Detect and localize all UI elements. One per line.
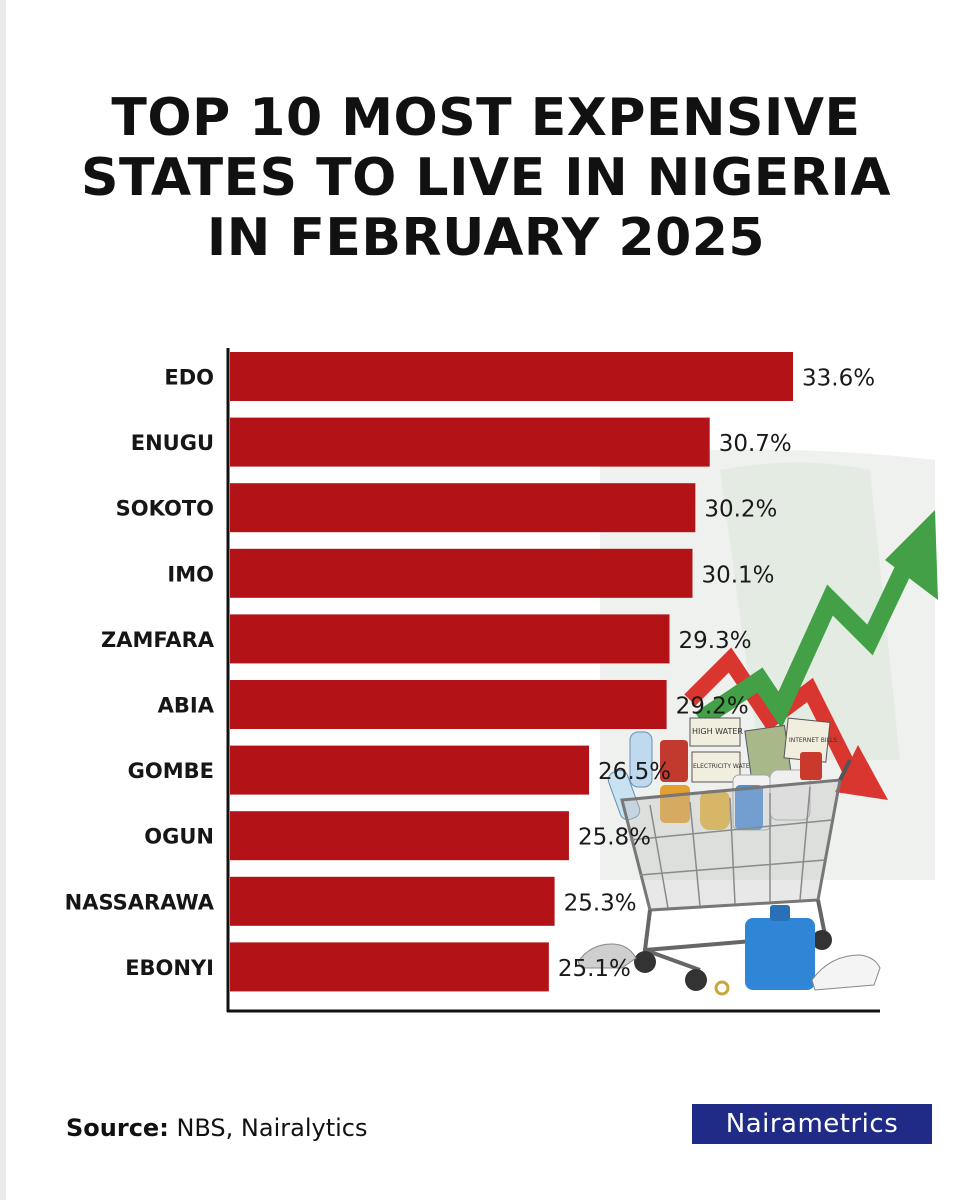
category-label: ENUGU (131, 431, 214, 455)
blue-container (735, 785, 763, 830)
value-label: 25.8% (578, 825, 651, 851)
pineapple (700, 790, 730, 830)
cart-mesh (629, 786, 833, 909)
bill-sign-internet-text: INTERNET BILLS (789, 737, 837, 744)
value-label: 30.1% (701, 562, 774, 588)
bar-zamfara (230, 614, 670, 664)
bar-enugu (230, 417, 710, 467)
water-bottle-2 (607, 769, 641, 821)
value-label: 29.2% (676, 694, 749, 720)
bill-sign-electricity (691, 751, 741, 783)
category-label: NASSARAWA (65, 890, 215, 914)
cart-basket (620, 778, 842, 912)
category-label: ABIA (158, 694, 215, 718)
can-red (660, 740, 688, 782)
left-edge-strip (0, 0, 6, 1200)
category-label: GOMBE (128, 759, 214, 783)
value-label: 30.7% (719, 431, 792, 457)
source-label: Source: (66, 1114, 169, 1142)
category-label: SOKOTO (116, 497, 214, 521)
category-label: EDO (164, 366, 214, 390)
value-label: 26.5% (598, 759, 671, 785)
car-keys (714, 980, 730, 996)
red-arrow-head (835, 745, 888, 800)
water-bottle-1 (629, 731, 653, 788)
bar-edo (230, 352, 793, 401)
cart-wheel-1 (634, 951, 656, 973)
title-line-2: STATES TO LIVE IN NIGERIA (81, 148, 891, 208)
brand-logo: Nairametrics (692, 1104, 932, 1144)
chart-title: TOP 10 MOST EXPENSIVE STATES TO LIVE IN … (0, 88, 972, 268)
category-label: OGUN (144, 825, 214, 849)
category-label: ZAMFARA (101, 628, 215, 652)
cart-wheel-2 (685, 969, 707, 991)
shopping-cart-illustration: HIGH WATER ELECTRICITY WATER INTERNET BI… (577, 717, 881, 996)
cart-wheel-3 (812, 930, 832, 950)
bars-layer: EDO 33.6% ENUGU 30.7% SOKOTO 30.2% IMO 30.1% ZAM… (65, 352, 875, 992)
bar-ebonyi (230, 942, 549, 992)
bill-sign-electricity-text: ELECTRICITY WATER (693, 763, 754, 770)
source-note: Source: NBS, Nairalytics (66, 1114, 367, 1142)
bar-ogun (230, 811, 569, 861)
category-label: EBONYI (125, 956, 214, 980)
title-line-1: TOP 10 MOST EXPENSIVE (111, 88, 861, 148)
red-trend-arrow (684, 647, 858, 774)
green-trend-arrow (695, 541, 924, 729)
category-label: IMO (167, 562, 214, 586)
source-text: NBS, Nairalytics (176, 1114, 368, 1142)
toy-car-right (811, 954, 881, 991)
bar-imo (230, 548, 693, 598)
jerrycan-cap (770, 905, 790, 921)
bill-sign-high-water-text: HIGH WATER (692, 727, 743, 736)
cart-handle (838, 759, 852, 781)
green-arrow-head (885, 510, 938, 600)
toy-car-left (577, 943, 637, 969)
bar-abia (230, 680, 667, 729)
title-line-3: IN FEBRUARY 2025 (206, 208, 766, 268)
value-label: 25.1% (558, 956, 631, 982)
tomato-can (800, 752, 822, 780)
bar-sokoto (230, 483, 696, 533)
value-label: 30.2% (704, 497, 777, 523)
bar-nassarawa (230, 876, 555, 926)
value-label: 25.3% (564, 890, 637, 916)
bill-sign-high-water (689, 717, 741, 747)
jerrycan (745, 918, 815, 990)
bar-gombe (230, 745, 590, 795)
value-label: 29.3% (678, 628, 751, 654)
value-label: 33.6% (802, 366, 875, 392)
